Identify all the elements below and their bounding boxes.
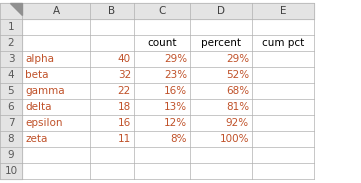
Text: 10: 10 bbox=[4, 166, 18, 176]
Text: percent: percent bbox=[201, 38, 241, 48]
Text: 29%: 29% bbox=[164, 54, 187, 64]
Text: 81%: 81% bbox=[226, 102, 249, 112]
Text: 4: 4 bbox=[8, 70, 14, 80]
Text: 6: 6 bbox=[8, 102, 14, 112]
Text: zeta: zeta bbox=[25, 134, 47, 144]
Text: 52%: 52% bbox=[226, 70, 249, 80]
Text: alpha: alpha bbox=[25, 54, 54, 64]
Text: gamma: gamma bbox=[25, 86, 65, 96]
Text: delta: delta bbox=[25, 102, 52, 112]
Polygon shape bbox=[10, 3, 22, 15]
Text: 40: 40 bbox=[118, 54, 131, 64]
Text: 3: 3 bbox=[8, 54, 14, 64]
Text: 2: 2 bbox=[8, 38, 14, 48]
Text: A: A bbox=[52, 6, 60, 16]
Text: 68%: 68% bbox=[226, 86, 249, 96]
Text: 16%: 16% bbox=[164, 86, 187, 96]
Text: 92%: 92% bbox=[226, 118, 249, 128]
Text: C: C bbox=[158, 6, 166, 16]
Text: 100%: 100% bbox=[219, 134, 249, 144]
Text: 7: 7 bbox=[8, 118, 14, 128]
Text: count: count bbox=[147, 38, 177, 48]
Text: 11: 11 bbox=[118, 134, 131, 144]
Text: D: D bbox=[217, 6, 225, 16]
Text: 13%: 13% bbox=[164, 102, 187, 112]
Text: beta: beta bbox=[25, 70, 48, 80]
Text: 16: 16 bbox=[118, 118, 131, 128]
Text: 9: 9 bbox=[8, 150, 14, 160]
Text: 18: 18 bbox=[118, 102, 131, 112]
Text: 1: 1 bbox=[8, 22, 14, 32]
Text: 5: 5 bbox=[8, 86, 14, 96]
Text: 8: 8 bbox=[8, 134, 14, 144]
Text: 12%: 12% bbox=[164, 118, 187, 128]
Text: cum pct: cum pct bbox=[262, 38, 304, 48]
Text: 29%: 29% bbox=[226, 54, 249, 64]
Text: 32: 32 bbox=[118, 70, 131, 80]
Text: E: E bbox=[280, 6, 286, 16]
Text: 22: 22 bbox=[118, 86, 131, 96]
Text: epsilon: epsilon bbox=[25, 118, 62, 128]
Text: 8%: 8% bbox=[170, 134, 187, 144]
Text: 23%: 23% bbox=[164, 70, 187, 80]
Text: B: B bbox=[108, 6, 116, 16]
